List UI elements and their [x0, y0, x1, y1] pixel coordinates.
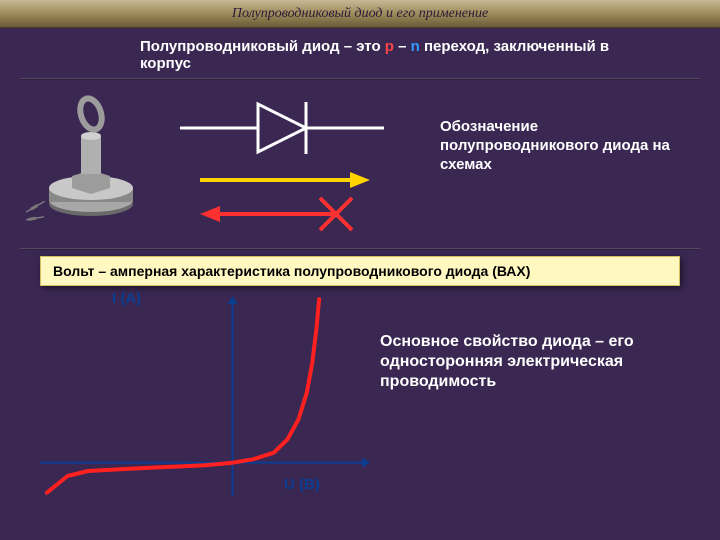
blocked-arrow-icon: [200, 198, 352, 230]
separator-2: [20, 248, 700, 250]
definition-n: n: [411, 38, 420, 55]
diode-schematic-icon: [180, 102, 384, 154]
schematic-row: Обозначение полупроводникового диода на …: [0, 80, 720, 248]
diode-symbol: [170, 88, 400, 238]
page-header: Полупроводниковый диод и его применение: [0, 0, 720, 28]
definition-prefix: Полупроводниковый диод – это: [140, 38, 385, 55]
vah-box: Вольт – амперная характеристика полупров…: [40, 256, 680, 286]
diode-photo: [26, 84, 156, 234]
forward-arrow-icon: [200, 172, 370, 188]
header-title: Полупроводниковый диод и его применение: [232, 6, 488, 22]
iv-curve-svg: [40, 296, 370, 496]
symbol-caption: Обозначение полупроводникового диода на …: [440, 118, 670, 174]
definition-p: p: [385, 38, 394, 55]
definition-dash: –: [394, 38, 411, 55]
iv-chart: I (А) U (В) Основное свойство диода – ег…: [0, 290, 720, 520]
definition-text: Полупроводниковый диод – это p – n перех…: [0, 28, 720, 78]
vah-box-text: Вольт – амперная характеристика полупров…: [53, 263, 530, 279]
main-property-text: Основное свойство диода – его односторон…: [380, 332, 680, 392]
